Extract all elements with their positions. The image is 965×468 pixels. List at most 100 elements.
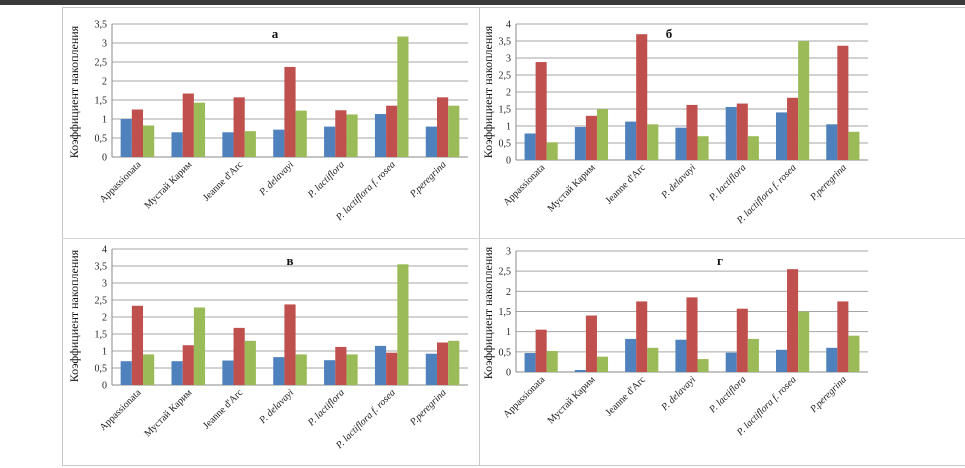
bar: [120, 119, 132, 157]
bar: [131, 305, 144, 385]
category-label: Мустай Карим: [546, 162, 598, 214]
y-tick-label: 3: [506, 54, 511, 65]
y-tick-label: 0,5: [95, 364, 108, 375]
bar: [425, 353, 437, 385]
bar: [346, 114, 358, 157]
y-tick-label: 4: [102, 245, 107, 256]
bar: [397, 264, 409, 385]
category-label: Appassionata: [98, 387, 144, 433]
chart-title: г: [717, 253, 723, 268]
bar: [787, 269, 799, 372]
bar: [295, 354, 307, 385]
bar: [697, 136, 709, 160]
y-axis-label: Коэффициент накопления: [67, 25, 81, 158]
bar: [546, 351, 558, 372]
y-tick-label: 0: [102, 153, 107, 164]
top-border-line: [0, 0, 965, 5]
bar: [284, 66, 296, 157]
category-label: Appassionata: [501, 162, 547, 208]
bar: [636, 301, 648, 372]
bar: [171, 132, 183, 157]
y-tick-label: 1: [102, 115, 107, 126]
bar: [546, 142, 558, 160]
bar: [273, 129, 285, 157]
y-tick-label: 1,5: [499, 307, 512, 318]
bar: [574, 369, 586, 372]
bar: [647, 347, 659, 372]
y-tick-label: 1: [102, 347, 107, 358]
category-label: P. delavayi: [257, 387, 297, 427]
bar: [535, 62, 547, 160]
category-label: P.peregrina: [808, 374, 849, 415]
category-label: P. lactiflora: [305, 387, 347, 429]
bar: [143, 354, 155, 385]
bar: [596, 356, 609, 372]
bar: [775, 349, 788, 372]
category-label: Jeanne d'Arc: [201, 159, 246, 204]
bar: [647, 124, 659, 160]
y-tick-label: 1,5: [95, 96, 108, 107]
category-label: Jeanne d'Arc: [201, 387, 246, 432]
bar: [436, 342, 449, 385]
bar: [725, 106, 737, 160]
chart-title: б: [666, 26, 673, 41]
category-label: P. delavayi: [659, 162, 699, 202]
bar: [574, 127, 586, 160]
category-label: P. delavayi: [257, 159, 297, 199]
category-label: Jeanne d'Arc: [604, 162, 649, 207]
bar: [335, 110, 347, 157]
y-axis-label: Коэффициент накопления: [481, 246, 495, 379]
bar: [386, 352, 398, 385]
bar: [182, 93, 194, 157]
bar: [524, 133, 536, 160]
y-tick-label: 0: [506, 368, 511, 379]
bar: [798, 311, 810, 372]
y-tick-label: 2,5: [499, 267, 512, 278]
y-tick-label: 1: [506, 327, 511, 338]
bar: [524, 353, 536, 372]
y-tick-label: 2: [506, 287, 511, 298]
category-label: P. delavayi: [659, 374, 699, 414]
figure-frame: [62, 7, 965, 466]
chart-title: а: [272, 26, 279, 41]
y-tick-label: 1,5: [95, 330, 108, 341]
bar: [448, 340, 460, 385]
bar: [448, 105, 460, 157]
category-label: Мустай Карим: [142, 159, 194, 211]
bar: [222, 360, 234, 385]
bar: [697, 359, 709, 372]
y-tick-label: 0,5: [95, 134, 108, 145]
bar: [798, 41, 810, 160]
bar: [596, 109, 609, 160]
category-label: P.peregrina: [808, 162, 849, 203]
y-tick-label: 1,5: [499, 105, 512, 116]
bar: [636, 34, 648, 161]
bar: [233, 97, 245, 157]
bar: [675, 127, 687, 160]
bar: [425, 126, 437, 157]
y-tick-label: 2,5: [95, 58, 108, 69]
bar: [193, 307, 206, 385]
y-tick-label: 0: [102, 381, 107, 392]
bar: [244, 340, 256, 385]
category-label: P.peregrina: [407, 387, 448, 428]
bar: [295, 110, 307, 157]
bar: [386, 105, 398, 157]
bar: [625, 121, 637, 160]
category-label: Мустай Карим: [142, 387, 194, 439]
bar: [747, 338, 759, 372]
y-tick-label: 2: [102, 77, 107, 88]
bar: [686, 297, 698, 372]
bar: [826, 347, 838, 372]
y-tick-label: 0: [506, 156, 511, 167]
bar: [193, 102, 206, 157]
bar: [725, 352, 737, 372]
bar: [171, 361, 183, 385]
bar: [324, 360, 336, 385]
bar: [585, 115, 597, 160]
y-tick-label: 2,5: [95, 296, 108, 307]
bar: [182, 345, 194, 385]
chart-title: в: [286, 253, 293, 268]
bar: [675, 339, 687, 372]
